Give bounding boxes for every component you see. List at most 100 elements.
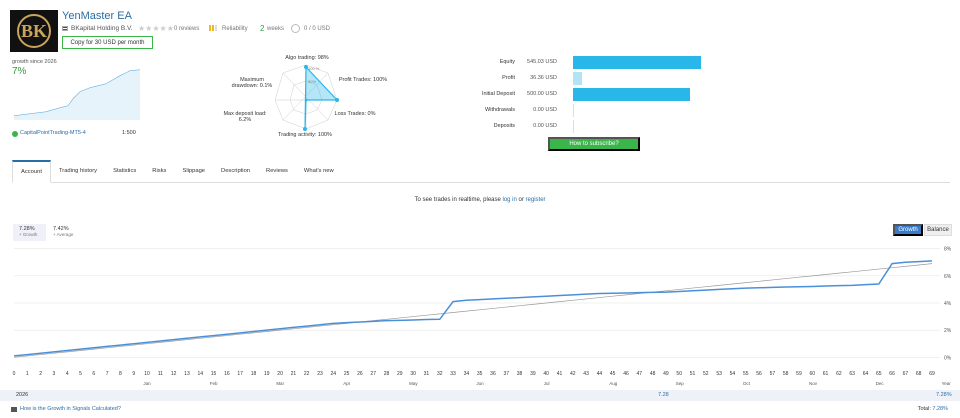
tab-account[interactable]: Account [12, 160, 51, 183]
month-label: Feb [210, 381, 218, 386]
month-label: Aug [609, 381, 618, 386]
subscriber-funds: 0 / 0 USD [304, 26, 331, 32]
x-tick-label: 29 [397, 371, 403, 377]
growth-line [13, 260, 933, 357]
radar-drawdown-label: Maximum drawdown: 0.1% [231, 77, 273, 90]
x-tick-label: 13 [184, 371, 190, 377]
growth-calculation-link[interactable]: How is the Growth in Signals Calculated? [20, 406, 121, 412]
x-tick-label: 9 [132, 371, 135, 377]
x-tick-label: 39 [530, 371, 536, 377]
x-tick-label: 61 [823, 371, 829, 377]
reviews-count[interactable]: 0 reviews [174, 26, 200, 32]
stat-label: Deposits [493, 123, 515, 129]
x-tick-label: 55 [743, 371, 749, 377]
radar-deposit-load-label: Max deposit load: 6.2% [223, 111, 267, 124]
x-tick-label: 34 [464, 371, 470, 377]
x-tick-label: 19 [264, 371, 270, 377]
x-tick-label: 15 [211, 371, 217, 377]
stat-value: 0.00 USD [533, 123, 557, 129]
x-tick-label: 52 [703, 371, 709, 377]
tab-reviews[interactable]: Reviews [266, 168, 288, 174]
legend-growth-text: 7.28% + Growth [19, 226, 38, 237]
x-tick-label: 58 [783, 371, 789, 377]
x-tick-label: 37 [503, 371, 509, 377]
x-tick-label: 21 [291, 371, 297, 377]
footer-total: Total: 7.28% [917, 406, 948, 412]
x-tick-label: 3 [53, 371, 56, 377]
tab-slippage[interactable]: Slippage [182, 168, 206, 174]
month-label: Dec [876, 381, 885, 386]
tab-statistics[interactable]: Statistics [113, 168, 137, 174]
login-link[interactable]: log in [502, 197, 517, 203]
x-tick-label: 38 [517, 371, 523, 377]
risk-radar-chart: 100 % 50% [274, 64, 339, 131]
x-tick-label: 8 [119, 371, 122, 377]
stat-bar [573, 72, 582, 85]
x-tick-label: 57 [770, 371, 776, 377]
tab-description[interactable]: Description [221, 168, 251, 174]
stat-bar [573, 104, 574, 117]
x-tick-label: 14 [197, 371, 203, 377]
x-tick-label: 22 [304, 371, 310, 377]
x-tick-label: 10 [144, 371, 150, 377]
stat-value: 545.03 USD [527, 59, 557, 65]
x-tick-label: 2 [39, 371, 42, 377]
y-tick-label: 0% [944, 355, 952, 361]
radar-loss-label: Loss Trades: 0% [334, 111, 376, 117]
x-tick-label: 32 [437, 371, 443, 377]
x-tick-label: 11 [158, 371, 163, 377]
x-tick-label: 43 [583, 371, 589, 377]
x-tick-label: 4 [66, 371, 69, 377]
stat-value: 0.00 USD [533, 107, 557, 113]
x-tick-label: 0 [13, 371, 16, 377]
x-tick-label: 41 [557, 371, 563, 377]
y-tick-label: 6% [944, 274, 952, 280]
average-line [13, 263, 933, 358]
x-tick-label: 18 [251, 371, 257, 377]
growth-toggle-button[interactable]: Growth [893, 224, 923, 236]
x-tick-label: 31 [424, 371, 430, 377]
month-label: Jan [143, 381, 151, 386]
tab-trading-history[interactable]: Trading history [58, 168, 98, 174]
month-label: May [409, 381, 418, 386]
x-tick-label: 44 [597, 371, 603, 377]
x-tick-label: 47 [637, 371, 643, 377]
x-tick-label: 59 [796, 371, 802, 377]
tab-what-s-new[interactable]: What's new [303, 168, 334, 174]
stat-label: Withdrawals [485, 107, 515, 113]
x-tick-label: 1 [26, 371, 29, 377]
legend-average[interactable]: 7.42% + Average [53, 226, 74, 237]
x-tick-label: 36 [490, 371, 496, 377]
x-tick-label: 30 [410, 371, 416, 377]
x-tick-label: 26 [357, 371, 363, 377]
x-tick-label: 7 [106, 371, 109, 377]
provider-logo[interactable]: BK [10, 10, 58, 52]
growth-percent: 7% [12, 66, 27, 77]
company-name[interactable]: BKapital Holding B.V. [71, 25, 133, 32]
month-label: Nov [809, 381, 818, 386]
balance-toggle-button[interactable]: Balance [924, 224, 952, 236]
tab-risks[interactable]: Risks [152, 168, 167, 174]
flag-icon [62, 26, 68, 31]
stat-value: 500.00 USD [527, 91, 557, 97]
year-label: 2026 [16, 392, 29, 398]
x-tick-label: 24 [331, 371, 337, 377]
realtime-notice: To see trades in realtime, please log in… [414, 197, 546, 203]
month-label: Oct [743, 381, 751, 386]
register-link[interactable]: register [525, 197, 546, 203]
x-tick-label: 65 [876, 371, 882, 377]
x-tick-label: 63 [849, 371, 855, 377]
x-tick-label: 46 [623, 371, 629, 377]
stat-label: Initial Deposit [481, 91, 515, 97]
signal-title[interactable]: YenMaster EA [62, 10, 132, 22]
month-label: Jun [476, 381, 484, 386]
info-icon [11, 407, 17, 412]
trading-account[interactable]: CapitalPointTrading-MT5-4 [20, 130, 86, 136]
x-tick-label: 66 [889, 371, 895, 377]
subscribe-button[interactable]: How to subscribe? [548, 137, 640, 151]
y-tick-label: 8% [944, 247, 952, 253]
copy-signal-button[interactable]: Copy for 30 USD per month [62, 36, 153, 49]
legend-growth[interactable] [13, 224, 46, 241]
funds-icon [291, 24, 300, 33]
x-tick-label: 50 [676, 371, 682, 377]
